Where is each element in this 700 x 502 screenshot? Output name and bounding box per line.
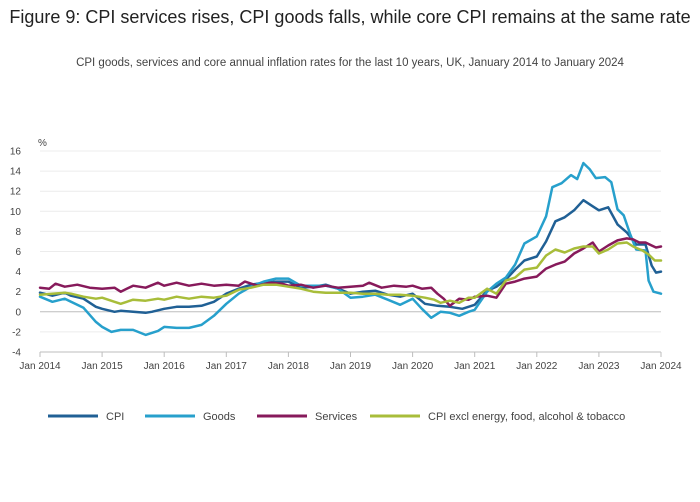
series-lines (38, 161, 663, 337)
legend-label: CPI excl energy, food, alcohol & tobacco (428, 411, 625, 423)
y-tick-label: -2 (12, 327, 21, 338)
legend: CPI Goods Services CPI excl energy, food, a… (48, 411, 625, 423)
x-tick-label: Jan 2018 (268, 361, 310, 372)
legend-item[interactable]: CPI (48, 411, 124, 423)
y-tick-label: 2 (15, 287, 21, 298)
legend-label: Goods (203, 411, 236, 423)
x-tick-label: Jan 2023 (578, 361, 620, 372)
series-line-cpi (38, 198, 663, 315)
y-axis: -4 -2 0 2 4 6 8 10 12 14 16 (10, 147, 22, 359)
y-tick-label: 6 (15, 247, 21, 258)
y-tick-label: 12 (10, 187, 22, 198)
x-tick-label: Jan 2020 (392, 361, 434, 372)
y-tick-label: -4 (12, 348, 21, 359)
legend-item[interactable]: Services (257, 411, 358, 423)
x-tick-label: Jan 2014 (19, 361, 61, 372)
x-tick-label: Jan 2016 (144, 361, 186, 372)
x-tick-label: Jan 2019 (330, 361, 372, 372)
y-tick-label: 4 (15, 267, 21, 278)
y-tick-label: 10 (10, 207, 22, 218)
series-line-goods (38, 161, 663, 337)
y-axis-label: % (38, 138, 47, 149)
legend-item[interactable]: CPI excl energy, food, alcohol & tobacco (370, 411, 625, 423)
y-tick-label: 16 (10, 147, 22, 158)
x-tick-label: Jan 2024 (640, 361, 682, 372)
chart-subtitle: CPI goods, services and core annual infl… (76, 57, 624, 69)
y-tick-label: 8 (15, 227, 21, 238)
y-tick-label: 14 (10, 167, 22, 178)
y-tick-label: 0 (15, 307, 21, 318)
x-tick-label: Jan 2022 (516, 361, 558, 372)
legend-label: Services (315, 411, 358, 423)
x-tick-label: Jan 2015 (82, 361, 124, 372)
x-axis: Jan 2014 Jan 2015 Jan 2016 Jan 2017 Jan 2018… (19, 351, 682, 372)
series-line-cpi-excl-energy-food-alcohol-tobacco (38, 241, 663, 306)
legend-label: CPI (106, 411, 124, 423)
x-tick-label: Jan 2021 (454, 361, 496, 372)
chart-title: Figure 9: CPI services rises, CPI goods … (9, 7, 691, 27)
x-tick-label: Jan 2017 (206, 361, 248, 372)
legend-item[interactable]: Goods (145, 411, 236, 423)
